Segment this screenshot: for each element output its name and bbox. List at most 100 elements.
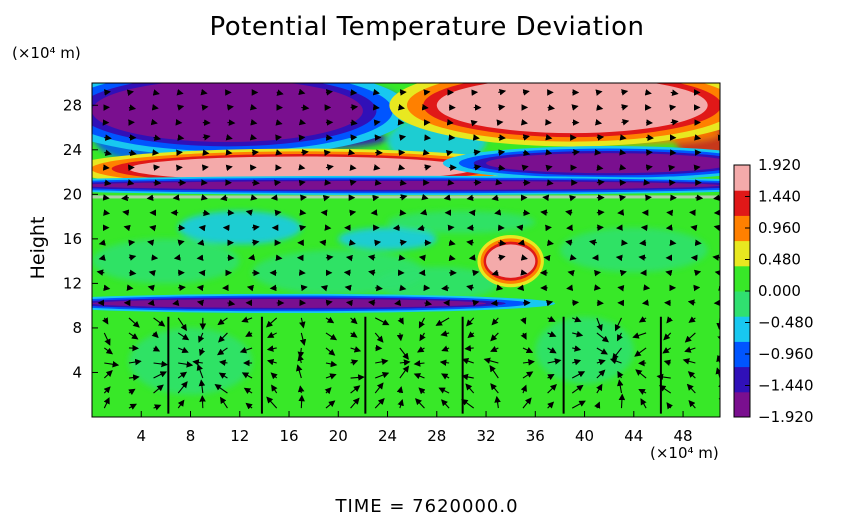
wind-vector	[218, 332, 228, 343]
wind-vector	[516, 224, 524, 231]
wind-vector	[172, 299, 180, 307]
wind-vector	[104, 179, 112, 186]
wind-vector	[373, 119, 381, 126]
wind-vector	[520, 384, 527, 394]
wind-vector	[177, 332, 190, 341]
wind-vector	[375, 371, 390, 379]
wind-vector	[202, 149, 210, 156]
wind-vector	[299, 224, 307, 232]
wind-vector	[634, 347, 647, 357]
colorbar-segment	[734, 190, 750, 216]
wind-vector	[266, 396, 278, 409]
wind-vector	[345, 254, 353, 262]
wind-vector	[394, 299, 402, 307]
wind-vector	[227, 299, 236, 307]
y-ticks: 4 8 12 16 20 24 28	[63, 96, 98, 381]
warm-anomaly	[389, 83, 720, 147]
x-tick-label: 36	[526, 427, 545, 445]
wind-vector	[464, 344, 474, 352]
wind-vector	[665, 269, 673, 277]
wind-vector	[349, 209, 357, 217]
wind-vector	[517, 239, 525, 246]
wind-vector	[491, 194, 499, 202]
wind-vector	[225, 134, 233, 141]
wind-vector	[666, 402, 673, 410]
wind-vector	[276, 89, 284, 96]
colorbar-segment	[734, 291, 750, 317]
wind-vector	[147, 299, 155, 307]
chart-title: Potential Temperature Deviation	[209, 12, 645, 42]
wind-vector	[690, 224, 698, 232]
wind-vector	[594, 119, 603, 126]
wind-vector	[397, 104, 406, 111]
wind-vector	[177, 134, 185, 141]
wind-vector	[153, 360, 169, 368]
wind-vector	[298, 163, 306, 171]
wind-vector	[325, 254, 334, 261]
wind-vector	[227, 119, 236, 126]
wind-vector	[615, 254, 623, 262]
wind-vector	[301, 104, 310, 111]
wind-vector	[399, 194, 408, 201]
x-tick-label: 48	[674, 427, 693, 445]
wind-vector	[483, 357, 499, 364]
cold-anomaly	[92, 83, 411, 157]
wind-vector	[419, 332, 426, 342]
wind-vector	[616, 379, 624, 394]
wind-vector	[148, 269, 156, 277]
wind-vector	[197, 239, 205, 246]
wind-vector	[498, 164, 506, 171]
wind-vector	[616, 332, 623, 342]
wind-vector	[491, 317, 499, 326]
wind-vector	[417, 224, 425, 232]
wind-vector	[571, 384, 584, 394]
wind-vector	[517, 284, 525, 292]
wind-vector	[225, 164, 233, 172]
wind-vector	[201, 104, 209, 111]
wind-vector	[669, 239, 677, 246]
wind-vector	[445, 149, 454, 157]
wind-vector	[350, 331, 358, 338]
wind-vector	[621, 104, 629, 111]
wind-vector	[249, 103, 258, 111]
colorbar-segment	[734, 265, 750, 292]
wind-vector	[123, 224, 131, 232]
wind-vector	[572, 330, 584, 338]
wind-vector	[522, 209, 531, 217]
wind-vector	[248, 254, 256, 261]
wind-vector	[448, 254, 456, 262]
wind-vector	[490, 332, 499, 342]
wind-vector	[153, 164, 161, 171]
wind-vector	[275, 119, 283, 126]
wind-vector	[201, 164, 209, 171]
wind-vector	[375, 284, 383, 292]
wind-vector	[619, 134, 627, 141]
wind-vector	[619, 194, 627, 202]
wind-vector	[595, 89, 603, 96]
field-patch	[92, 238, 240, 284]
wind-vector	[98, 254, 106, 261]
wind-vector	[495, 178, 503, 186]
wind-vector	[435, 317, 450, 326]
wind-vector	[594, 401, 601, 409]
wind-vector	[619, 149, 627, 156]
wind-vector	[670, 89, 679, 96]
wind-vector	[196, 254, 204, 262]
wind-vector	[217, 347, 228, 356]
wind-vector	[241, 372, 253, 379]
wind-vector	[147, 284, 155, 292]
wind-vector	[522, 347, 534, 353]
wind-vector	[640, 398, 647, 409]
colorbar-tick-label: 1.440	[758, 188, 801, 206]
wind-vector	[618, 393, 626, 409]
wind-vector	[421, 193, 429, 201]
wind-vector	[494, 209, 502, 216]
wind-vector	[688, 316, 696, 323]
x-tick-label: 12	[230, 427, 249, 445]
colorbar-tick-label: 0.960	[758, 219, 801, 237]
wind-vector	[713, 224, 720, 231]
wind-vector	[399, 284, 407, 292]
colorbar-segment	[734, 341, 750, 368]
wind-vector	[688, 400, 696, 409]
wind-vector	[219, 359, 228, 366]
